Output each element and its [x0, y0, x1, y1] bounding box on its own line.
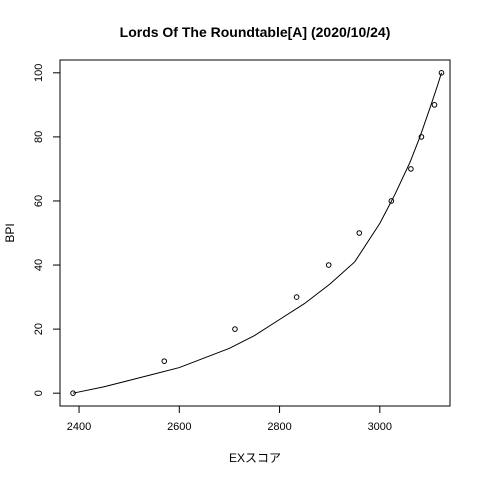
- data-point: [431, 102, 438, 108]
- data-points: [70, 70, 445, 396]
- fit-curve: [72, 72, 442, 394]
- y-axis: 0 20 40 60 80 100: [33, 64, 60, 396]
- data-point: [70, 390, 76, 396]
- x-tick-label: 3000: [368, 421, 392, 433]
- x-tick-label: 2600: [167, 421, 191, 433]
- x-tick-label: 2400: [67, 421, 91, 433]
- x-axis: 2400 2600 2800 3000: [67, 406, 392, 433]
- y-tick-label: 20: [33, 323, 45, 335]
- y-tick-label: 80: [33, 131, 45, 143]
- data-point: [161, 358, 168, 364]
- chart-title: Lords Of The Roundtable[A] (2020/10/24): [120, 24, 391, 40]
- x-tick-label: 2800: [267, 421, 291, 433]
- data-point: [388, 198, 395, 204]
- y-axis-label: BPI: [3, 223, 17, 242]
- data-point: [418, 134, 425, 140]
- data-point: [408, 166, 414, 172]
- y-tick-label: 0: [33, 390, 45, 396]
- data-point: [325, 262, 332, 268]
- data-point: [293, 294, 300, 300]
- data-point: [438, 70, 445, 76]
- y-tick-label: 60: [33, 195, 45, 207]
- y-tick-label: 100: [33, 64, 45, 82]
- plot-frame: [59, 59, 451, 407]
- data-point: [232, 326, 238, 332]
- data-point: [356, 230, 363, 236]
- x-axis-label: EXスコア: [229, 451, 281, 465]
- y-tick-label: 40: [33, 259, 45, 271]
